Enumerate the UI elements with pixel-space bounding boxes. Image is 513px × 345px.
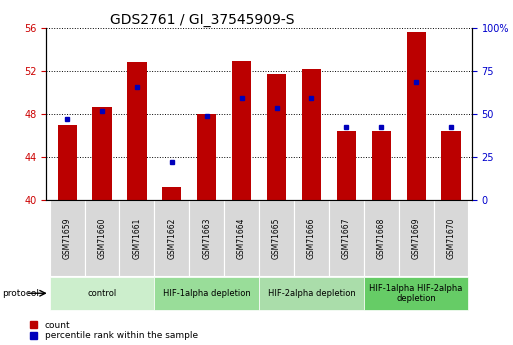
Bar <box>154 277 259 310</box>
Bar <box>259 200 294 276</box>
Bar <box>162 187 182 200</box>
Bar <box>85 200 120 276</box>
Text: HIF-1alpha depletion: HIF-1alpha depletion <box>163 289 250 298</box>
Bar <box>302 69 321 200</box>
Bar <box>189 200 224 276</box>
Bar <box>154 200 189 276</box>
Bar <box>50 200 85 276</box>
Text: GSM71667: GSM71667 <box>342 217 351 259</box>
Text: GSM71666: GSM71666 <box>307 217 316 259</box>
Bar <box>329 200 364 276</box>
Text: GSM71659: GSM71659 <box>63 217 72 259</box>
Bar <box>120 200 154 276</box>
Bar <box>197 114 216 200</box>
Bar <box>364 200 399 276</box>
Bar <box>399 200 433 276</box>
Bar <box>294 200 329 276</box>
Text: protocol: protocol <box>3 289 40 298</box>
Bar <box>433 200 468 276</box>
Text: HIF-1alpha HIF-2alpha
depletion: HIF-1alpha HIF-2alpha depletion <box>369 284 463 303</box>
Text: GSM71669: GSM71669 <box>411 217 421 259</box>
Bar <box>127 62 147 200</box>
Text: control: control <box>87 289 116 298</box>
Bar <box>232 61 251 200</box>
Bar <box>259 277 364 310</box>
Bar <box>267 74 286 200</box>
Bar <box>92 107 112 200</box>
Bar <box>224 200 259 276</box>
Text: GSM71662: GSM71662 <box>167 217 176 259</box>
Text: GSM71663: GSM71663 <box>202 217 211 259</box>
Text: GSM71665: GSM71665 <box>272 217 281 259</box>
Bar <box>406 32 426 200</box>
Legend: count, percentile rank within the sample: count, percentile rank within the sample <box>30 321 198 341</box>
Bar <box>371 131 391 200</box>
Bar <box>441 131 461 200</box>
Text: GSM71670: GSM71670 <box>446 217 456 259</box>
Bar <box>337 131 356 200</box>
Text: GSM71660: GSM71660 <box>97 217 107 259</box>
Bar <box>57 125 77 200</box>
Text: HIF-2alpha depletion: HIF-2alpha depletion <box>268 289 356 298</box>
Bar <box>364 277 468 310</box>
Text: GDS2761 / GI_37545909-S: GDS2761 / GI_37545909-S <box>110 12 294 27</box>
Text: GSM71664: GSM71664 <box>237 217 246 259</box>
Bar <box>50 277 154 310</box>
Text: GSM71668: GSM71668 <box>377 217 386 259</box>
Text: GSM71661: GSM71661 <box>132 217 142 259</box>
